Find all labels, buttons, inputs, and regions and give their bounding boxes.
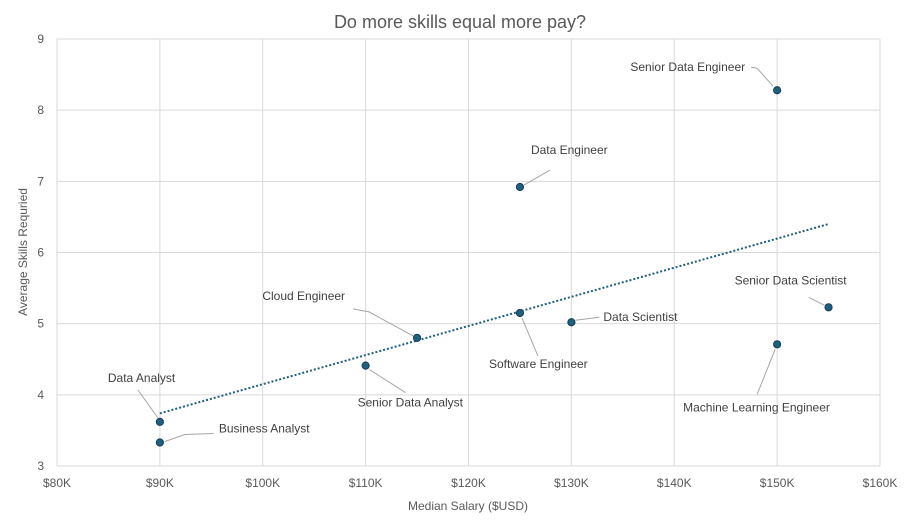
point-label: Software Engineer [489,357,588,371]
grid-lines [56,38,881,467]
y-tick-label: 3 [37,459,44,473]
leader-line [523,169,551,186]
x-tick-label: $110K [349,476,383,490]
y-axis-ticks: 3 4 5 6 7 8 9 [37,32,44,473]
leader-line [352,308,414,337]
data-points [155,86,833,447]
point-label: Senior Data Scientist [735,273,848,287]
y-tick-label: 7 [37,174,44,188]
x-axis-title: Median Salary ($USD) [408,499,528,513]
leader-line [756,349,776,395]
chart-title: Do more skills equal more pay? [334,12,586,32]
data-point [155,438,164,447]
x-tick-label: $80K [43,476,71,490]
leader-line [751,66,774,87]
x-tick-label: $90K [146,476,174,490]
point-label: Senior Data Engineer [630,60,745,74]
data-point [567,318,576,327]
point-label: Machine Learning Engineer [683,400,830,414]
x-tick-label: $130K [554,476,589,490]
x-tick-label: $140K [657,476,692,490]
point-label: Cloud Engineer [262,289,345,303]
y-tick-label: 4 [37,388,44,402]
leader-line [808,296,825,306]
leader-line [521,317,539,357]
point-label: Data Analyst [108,371,176,385]
point-labels: Data Analyst Business Analyst Senior Data … [108,60,847,435]
leader-line [369,369,406,394]
leader-line [137,389,159,419]
y-tick-label: 6 [37,246,44,260]
data-point [515,182,525,192]
label-leader-lines [137,66,825,442]
leader-line [164,433,214,442]
data-point [155,417,164,426]
leader-line [575,316,600,321]
data-point [515,308,525,318]
x-axis-ticks: $80K $90K $100K $110K $120K $130K $140K $150K $1… [43,476,897,490]
y-tick-label: 9 [37,32,44,46]
data-point [773,86,782,95]
x-tick-label: $150K [760,476,795,490]
y-tick-label: 5 [37,317,44,331]
data-point [824,303,833,312]
y-tick-label: 8 [37,103,44,117]
data-point [412,333,422,342]
x-tick-label: $100K [245,476,280,490]
data-point [773,340,782,349]
x-tick-label: $120K [451,476,486,490]
y-axis-title: Average Skills Requried [16,188,30,316]
data-point [361,361,370,370]
point-label: Senior Data Analyst [358,396,464,410]
point-label: Data Engineer [531,143,608,157]
x-tick-label: $160K [863,476,898,490]
point-label: Data Scientist [603,310,678,324]
point-label: Business Analyst [219,422,310,436]
